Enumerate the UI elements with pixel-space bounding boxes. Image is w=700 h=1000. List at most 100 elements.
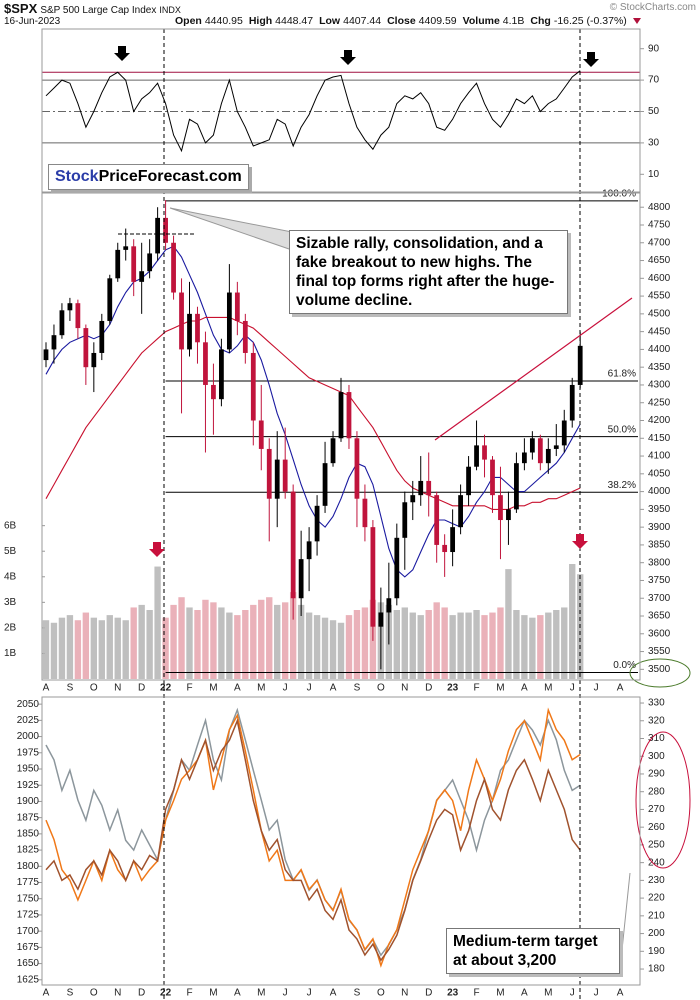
candle-body bbox=[553, 445, 559, 449]
volume-bar bbox=[114, 617, 121, 679]
y-tick-label: 3800 bbox=[648, 557, 671, 568]
series-line bbox=[45, 316, 581, 510]
volume-bar bbox=[194, 610, 201, 679]
candle-body bbox=[386, 598, 392, 613]
x-tick-label: O bbox=[90, 988, 98, 999]
frame bbox=[41, 28, 641, 986]
volume-bar bbox=[361, 607, 369, 679]
y-tick-label: 4250 bbox=[648, 397, 671, 408]
series-line bbox=[45, 707, 581, 968]
volume-bar bbox=[561, 607, 568, 679]
rsi-panel bbox=[41, 28, 641, 193]
candle-body bbox=[234, 292, 240, 321]
volume-bar bbox=[473, 610, 480, 679]
volume-bar bbox=[313, 615, 321, 679]
candle-body bbox=[147, 253, 153, 272]
callout bbox=[169, 207, 293, 251]
quote-value: 4448.47 bbox=[275, 15, 314, 27]
candle-body bbox=[458, 495, 463, 528]
x-tick-label: N bbox=[401, 988, 408, 999]
y-tick-label: 1850 bbox=[17, 829, 40, 840]
candle-body bbox=[537, 438, 543, 464]
candle-body bbox=[266, 448, 272, 499]
y-tick-label: 4500 bbox=[648, 309, 671, 320]
y-tick-label: 10 bbox=[648, 169, 660, 180]
y-tick-label: 4000 bbox=[648, 486, 671, 497]
candle-body bbox=[155, 217, 161, 254]
volume-bar bbox=[353, 610, 361, 679]
fib-label: 50.0% bbox=[608, 424, 636, 435]
quote-label: Low bbox=[319, 15, 341, 27]
candle-body bbox=[434, 495, 440, 545]
volume-arrows bbox=[149, 534, 588, 557]
candle-body bbox=[99, 320, 105, 353]
y-tick-label: 3700 bbox=[648, 593, 671, 604]
y-tick-label: 4300 bbox=[648, 380, 671, 391]
y-tick-label: 4750 bbox=[648, 220, 671, 231]
y-tick-label: 1725 bbox=[17, 910, 40, 921]
exchange: INDX bbox=[159, 5, 181, 15]
candle-body bbox=[290, 491, 296, 599]
fib-label: 38.2% bbox=[608, 480, 636, 491]
quote-label: Chg bbox=[530, 15, 551, 27]
y-tick-label: 4150 bbox=[648, 433, 671, 444]
candle-body bbox=[211, 384, 216, 400]
candle-body bbox=[139, 271, 145, 282]
y-tick-label: 3600 bbox=[648, 628, 671, 639]
volume-bar bbox=[210, 602, 217, 679]
candle-body bbox=[195, 313, 200, 343]
candle-body bbox=[426, 480, 432, 496]
y-tick-label: 240 bbox=[648, 857, 665, 868]
candle-body bbox=[402, 502, 408, 538]
x-tick-label: F bbox=[186, 683, 192, 694]
candle-body bbox=[338, 392, 344, 439]
x-tick-label: M bbox=[209, 683, 217, 694]
candle-body bbox=[346, 392, 352, 439]
y-tick-label: 2025 bbox=[17, 715, 40, 726]
candle-body bbox=[43, 349, 49, 361]
y-tick-label: 1825 bbox=[17, 845, 40, 856]
y-tick-label: 3950 bbox=[648, 504, 671, 515]
highlight-ellipse bbox=[635, 731, 691, 869]
candle-body bbox=[59, 310, 65, 336]
y-tick-label: 4800 bbox=[648, 202, 671, 213]
series-line bbox=[45, 707, 581, 957]
y-tick-label: 6B bbox=[4, 520, 17, 531]
volume-bar bbox=[42, 620, 50, 679]
candle-body bbox=[378, 612, 384, 627]
price-panel bbox=[41, 192, 641, 681]
volume-bar bbox=[489, 612, 496, 679]
volume-bar bbox=[465, 612, 472, 679]
volume-bar bbox=[186, 607, 193, 679]
y-tick-label: 300 bbox=[648, 751, 665, 762]
candle-body bbox=[131, 246, 137, 282]
y-tick-label: 2000 bbox=[17, 731, 40, 742]
volume-bar bbox=[337, 622, 345, 679]
volume-bar bbox=[521, 615, 528, 679]
y-tick-label: 250 bbox=[648, 840, 665, 851]
volume-bar bbox=[305, 612, 313, 679]
date: 16-Jun-2023 bbox=[4, 16, 61, 27]
x-tick-label: D bbox=[425, 683, 432, 694]
y-tick-label: 1875 bbox=[17, 812, 40, 823]
volume-bar bbox=[425, 610, 432, 679]
quote-label: Volume bbox=[462, 15, 500, 27]
volume-bar bbox=[329, 620, 337, 679]
x-tick-label: A bbox=[43, 683, 50, 694]
quote-value: -16.25 (-0.37%) bbox=[553, 15, 627, 27]
volume-bar bbox=[66, 615, 74, 679]
candle-body bbox=[187, 313, 192, 350]
x-tick-label: F bbox=[473, 988, 479, 999]
y-tick-label: 4050 bbox=[648, 468, 671, 479]
y-tick-label: 4350 bbox=[648, 362, 671, 373]
x-tick-label: O bbox=[377, 988, 385, 999]
x-tick-label: O bbox=[90, 683, 98, 694]
series-line bbox=[45, 70, 581, 153]
annotation-box: Medium-term target at about 3,200 bbox=[446, 928, 620, 974]
candle-body bbox=[514, 463, 519, 510]
x-tick-label: A bbox=[617, 988, 624, 999]
y-tick-label: 190 bbox=[648, 946, 665, 957]
volume-bar bbox=[393, 610, 401, 679]
y-tick-label: 3650 bbox=[648, 611, 671, 622]
